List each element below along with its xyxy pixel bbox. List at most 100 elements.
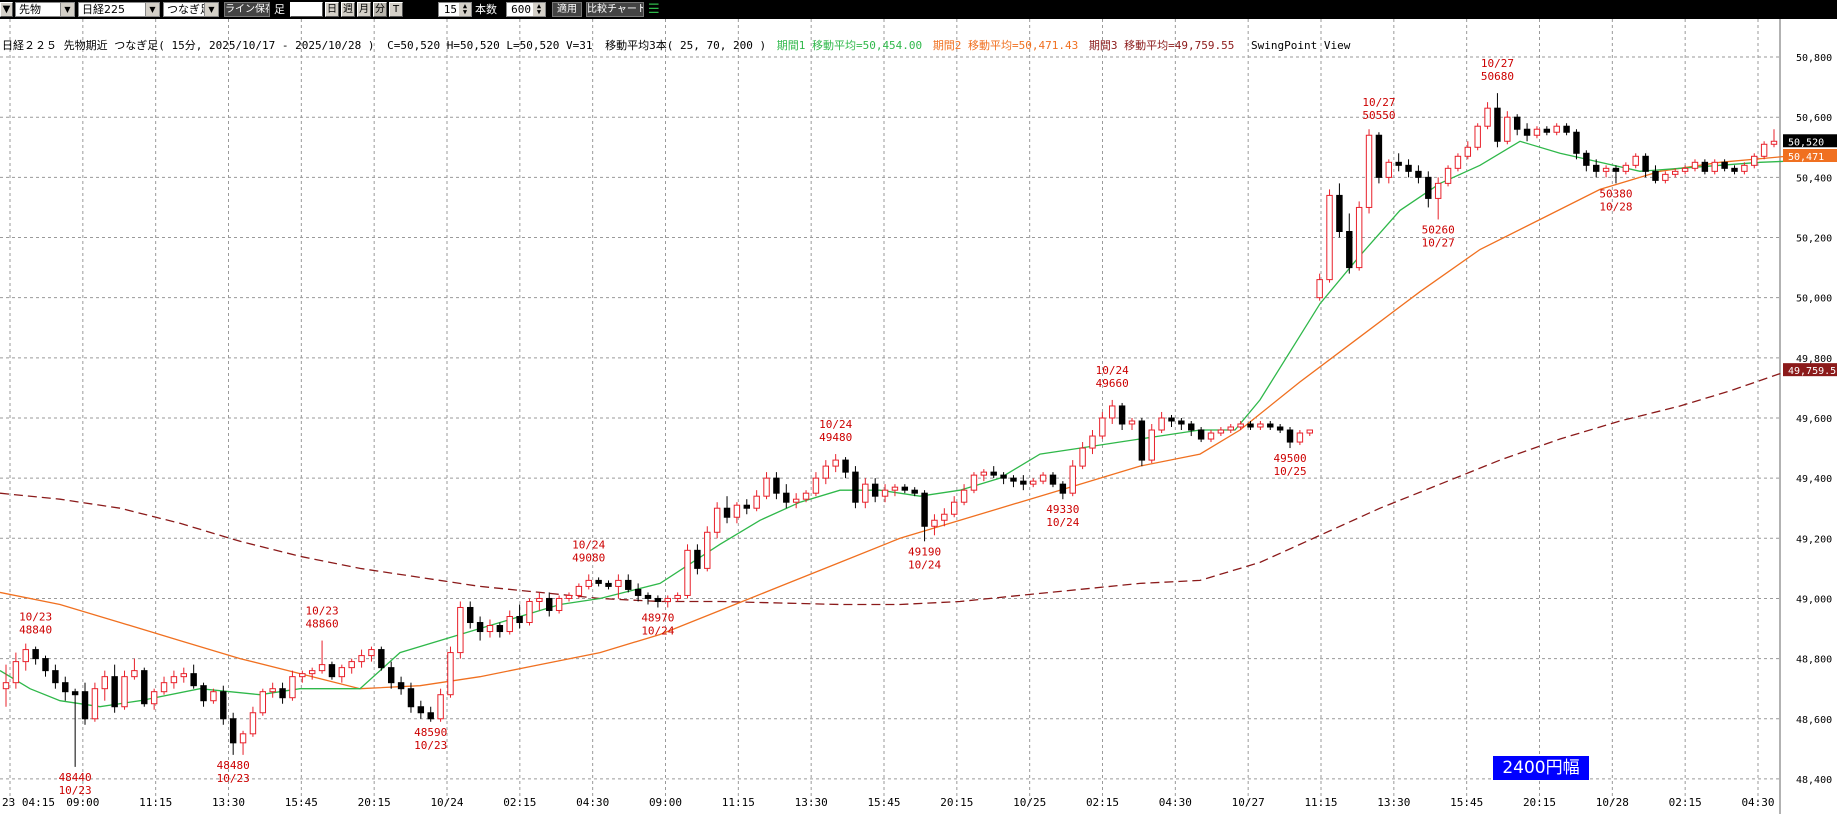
candle-body — [1494, 107, 1501, 142]
period-month-button[interactable]: 月 — [357, 2, 371, 17]
candle-body — [1178, 420, 1185, 425]
swing-point-label: 10/24 — [1096, 364, 1129, 377]
candle-body — [1543, 128, 1551, 133]
candle-body — [723, 507, 731, 518]
x-tick-label: 02:15 — [1086, 796, 1119, 809]
chevron-down-icon: ▼ — [60, 3, 74, 16]
y-tick-label: 48,600 — [1796, 715, 1832, 726]
candle-body — [170, 676, 178, 684]
candle-body — [1691, 161, 1699, 169]
swing-point-label: 10/23 — [217, 772, 250, 785]
candle-body — [348, 661, 355, 669]
candle-body — [605, 582, 612, 587]
index-select[interactable]: 日経225 ▼ — [78, 2, 160, 17]
candle-body — [447, 652, 454, 696]
candle-body — [1681, 167, 1689, 172]
candle-body — [1020, 480, 1027, 485]
ma3-price-tag: 49,759.5 — [1788, 366, 1836, 377]
x-tick-label: 11:15 — [139, 796, 172, 809]
x-tick-label: 15:45 — [285, 796, 318, 809]
swing-point-label: 50550 — [1362, 109, 1395, 122]
swing-point-label: 48480 — [217, 759, 250, 772]
candle-body — [713, 507, 721, 533]
candle-body — [1602, 167, 1610, 172]
period-input[interactable] — [290, 2, 323, 17]
candle-body — [950, 501, 958, 515]
chart-info-line: 日経２２５ 先物期近 つなぎ足( 15分, 2025/10/17 - 2025/… — [2, 39, 1350, 53]
candle-body — [378, 649, 385, 669]
candle-body — [1425, 176, 1432, 199]
candle-body — [71, 691, 79, 696]
market-select[interactable]: 先物 ▼ — [15, 2, 75, 17]
candle-body — [1484, 107, 1491, 127]
candle-body — [1099, 417, 1106, 437]
chart-type-select-value: つなぎ足 — [167, 3, 211, 16]
candle-body — [12, 661, 20, 684]
candle-body — [1454, 155, 1462, 169]
candle-body — [1523, 128, 1531, 136]
candle-body — [1622, 164, 1630, 172]
candle-body — [2, 682, 10, 690]
candle-body — [1731, 167, 1738, 172]
ma2-readout: 期間2 移動平均=50,471.43 — [932, 39, 1079, 52]
candle-body — [1346, 231, 1353, 269]
period-week-button[interactable]: 週 — [341, 2, 355, 17]
candle-body — [32, 649, 39, 660]
candle-body — [1217, 429, 1225, 434]
candle-body — [476, 622, 484, 633]
period-day-button[interactable]: 日 — [325, 2, 339, 17]
spinner-icon[interactable]: ▲ ▼ — [459, 3, 471, 16]
ma-summary: 移動平均3本( 25, 70, 200 ) — [605, 39, 767, 52]
candle-body — [1513, 116, 1521, 130]
candle-body — [417, 706, 425, 714]
candle-body — [328, 664, 336, 678]
candle-body — [595, 579, 602, 584]
y-tick-label: 49,200 — [1796, 534, 1832, 545]
candle-body — [141, 670, 148, 705]
line-save-button[interactable]: ライン保存 — [224, 2, 270, 17]
candle-body — [1632, 155, 1639, 166]
swing-point-label: 10/24 — [641, 624, 674, 637]
x-tick-label: 11:15 — [1304, 796, 1337, 809]
candle-body — [1583, 152, 1590, 166]
chart-type-select[interactable]: つなぎ足 ▼ — [163, 2, 219, 17]
swing-point-label: 10/24 — [572, 538, 605, 551]
period-tick-button[interactable]: T — [389, 2, 403, 17]
candle-body — [802, 492, 810, 500]
y-tick-label: 50,000 — [1796, 294, 1832, 305]
y-tick-label: 50,600 — [1796, 113, 1832, 124]
swing-point-label: 49330 — [1046, 503, 1079, 516]
swing-point-label: 10/23 — [59, 784, 92, 797]
compare-chart-button[interactable]: 比較チャート — [586, 2, 644, 17]
count-input[interactable]: 600 ▲ ▼ — [506, 2, 546, 17]
spinner-icon[interactable]: ▲ ▼ — [533, 3, 545, 16]
menu-arrow-button[interactable]: ▼ — [0, 2, 13, 17]
candle-body — [1010, 477, 1017, 482]
candle-body — [1316, 279, 1323, 299]
candle-body — [733, 504, 741, 518]
candle-body — [1118, 405, 1126, 425]
candle-body — [318, 664, 326, 672]
candle-body — [121, 676, 128, 708]
x-tick-label: 09:00 — [66, 796, 99, 809]
lines-icon[interactable]: ☰ — [648, 2, 660, 17]
candle-body — [536, 597, 543, 602]
candle-body — [1039, 474, 1047, 482]
swing-point-label: 48860 — [306, 618, 339, 631]
swing-point-label: 50680 — [1481, 70, 1514, 83]
x-tick-label: 10/24 — [430, 796, 463, 809]
x-tick-label: 15:45 — [1450, 796, 1483, 809]
candle-body — [437, 694, 444, 720]
candle-body — [1089, 435, 1096, 449]
candle-body — [496, 625, 504, 633]
apply-button[interactable]: 適用 — [552, 2, 582, 17]
y-tick-label: 49,600 — [1796, 414, 1832, 425]
candle-body — [546, 597, 553, 611]
candle-body — [1405, 164, 1412, 172]
index-select-value: 日経225 — [82, 3, 125, 16]
candle-body — [1247, 423, 1254, 428]
minute-input[interactable]: 15 ▲ ▼ — [438, 2, 472, 17]
period-minute-button[interactable]: 分 — [373, 2, 387, 17]
candle-body — [1474, 125, 1481, 148]
candle-body — [1158, 417, 1165, 431]
